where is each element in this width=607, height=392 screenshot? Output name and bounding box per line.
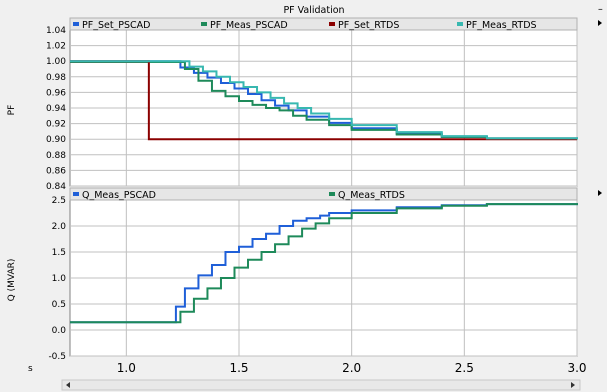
x-tick-label: 1.5: [229, 361, 248, 375]
top-legend-label: PF_Meas_PSCAD: [210, 20, 288, 31]
top-y-tick-label: 0.90: [46, 135, 66, 145]
x-axis-tick-labels: 1.0 1.5 2.0 2.5 3.0: [117, 361, 587, 375]
top-y-tick-label: 0.96: [46, 88, 66, 98]
x-tick-label: 2.0: [342, 361, 361, 375]
top-series-line-pf-meas-rtds: [70, 60, 578, 140]
bot-series-line-q-meas-rtds: [70, 203, 578, 324]
top-legend-label: PF_Set_RTDS: [338, 20, 399, 31]
bot-legend-swatch: [73, 192, 79, 196]
top-y-tick-label: 1.00: [46, 57, 66, 67]
top-legend-swatch: [201, 22, 207, 26]
x-tick-label: 1.0: [117, 361, 136, 375]
top-legend-label: PF_Set_PSCAD: [82, 20, 151, 31]
q-legend-bar: [69, 187, 578, 201]
top-series-line-pf-meas-pscad: [70, 60, 578, 140]
q-gridlines: [70, 199, 578, 357]
top-y-tick-label: 0.88: [46, 151, 66, 161]
top-y-tick-label: 0.98: [46, 73, 66, 83]
scroll-left-arrow-icon[interactable]: [66, 382, 70, 388]
top-y-tick-label: 1.04: [46, 26, 66, 36]
q-expand-arrow-icon[interactable]: [598, 190, 602, 196]
top-legend-swatch: [457, 22, 463, 26]
x-tick-label: 3.0: [567, 361, 586, 375]
top-y-tick-label: 0.94: [46, 104, 66, 114]
top-legend-swatch: [73, 22, 79, 26]
top-y-tick-label: 0.92: [46, 120, 66, 130]
scroll-right-arrow-icon[interactable]: [571, 382, 575, 388]
q-y-tick-labels: 2.5 2.0 1.5 1.0 0.5 0.0 -0.5: [48, 196, 66, 362]
bot-y-tick-label: -0.5: [48, 352, 66, 362]
bot-y-tick-label: 0.5: [52, 300, 66, 310]
bot-y-tick-label: 1.0: [52, 274, 67, 284]
top-legend-label: PF_Meas_RTDS: [466, 20, 537, 31]
top-y-tick-label: 0.84: [46, 182, 66, 192]
pf-legend: PF_Set_PSCAD PF_Meas_PSCAD PF_Set_RTDS PF_M…: [73, 20, 537, 31]
top-y-tick-label: 1.02: [46, 42, 66, 52]
bot-legend-swatch: [329, 192, 335, 196]
pf-plot: 1.04 1.02 1.00 0.98 0.96 0.94 0.92 0.90 0.88 0.86…: [7, 17, 602, 192]
bot-y-tick-label: 1.5: [52, 248, 66, 258]
horizontal-scrollbar[interactable]: [61, 379, 581, 391]
q-plot: 2.5 2.0 1.5 1.0 0.5 0.0 -0.5 Q (MVAR) Q_Meas_P…: [7, 187, 602, 362]
window-title: PF Validation: [283, 5, 344, 16]
q-series-lines: [70, 203, 578, 324]
pf-legend-bar: [69, 17, 578, 31]
top-y-tick-label: 0.86: [46, 166, 66, 176]
x-axis-unit-label: s: [28, 364, 33, 374]
top-legend-swatch: [329, 22, 335, 26]
bot-y-tick-label: 0.0: [52, 326, 67, 336]
q-y-axis-label: Q (MVAR): [7, 259, 17, 302]
pf-expand-arrow-icon[interactable]: [598, 20, 602, 26]
bot-y-tick-label: 2.5: [52, 196, 66, 206]
x-tick-label: 2.5: [455, 361, 474, 375]
bot-y-tick-label: 2.0: [52, 222, 67, 232]
q-legend: Q_Meas_PSCAD Q_Meas_RTDS: [73, 190, 405, 201]
minimize-icon[interactable]: –: [598, 4, 603, 15]
pf-y-axis-label: PF: [7, 105, 17, 116]
pf-y-tick-labels: 1.04 1.02 1.00 0.98 0.96 0.94 0.92 0.90 0.88 0.86…: [46, 26, 66, 192]
bot-legend-label: Q_Meas_RTDS: [338, 190, 405, 201]
bot-legend-label: Q_Meas_PSCAD: [82, 190, 156, 201]
pf-series-lines: [70, 60, 578, 141]
